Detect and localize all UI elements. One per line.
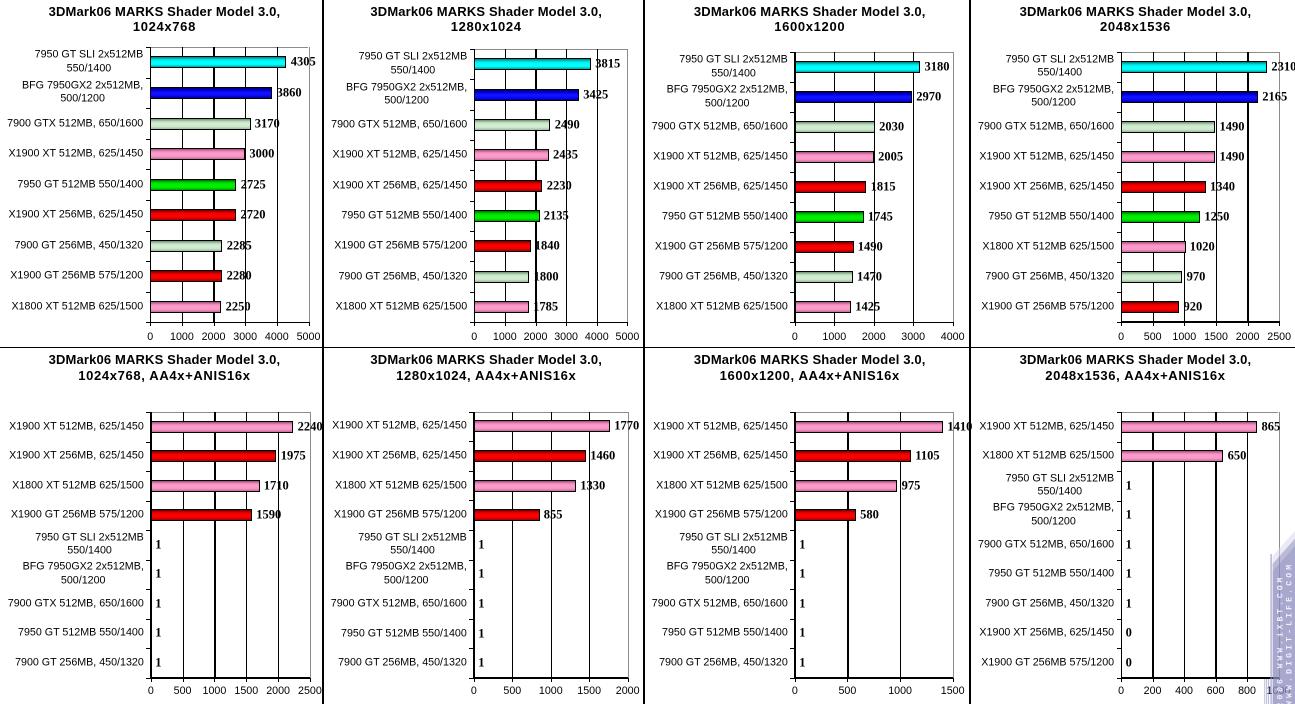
- svg-text:WWW.DIGIT-LIFE.COM: WWW.DIGIT-LIFE.COM: [1286, 562, 1295, 704]
- svg-text:2006 WWW.iXBT.COM: 2006 WWW.iXBT.COM: [1276, 575, 1286, 704]
